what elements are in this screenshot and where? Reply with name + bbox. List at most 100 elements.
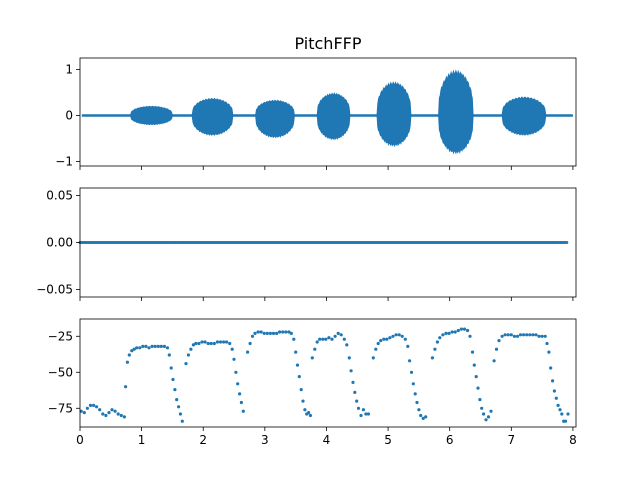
data-point [558, 408, 562, 412]
data-point [388, 336, 392, 340]
data-point [218, 340, 223, 344]
data-point [330, 337, 334, 341]
data-point [116, 412, 120, 416]
x-tick-label: 6 [446, 433, 454, 447]
waveform-segment [501, 96, 547, 136]
data-point [540, 334, 544, 338]
data-point [419, 413, 423, 418]
data-point [150, 344, 154, 348]
data-point [171, 377, 175, 382]
x-tick-label: 5 [384, 433, 392, 447]
data-point [486, 415, 491, 419]
data-point [497, 339, 501, 343]
data-point [295, 363, 300, 367]
data-point [353, 390, 357, 394]
data-point [537, 334, 541, 338]
data-point [135, 346, 139, 350]
data-point [191, 343, 195, 347]
data-point [512, 334, 517, 338]
data-point [500, 334, 504, 338]
data-point [318, 337, 322, 341]
data-point [180, 419, 184, 423]
data-point [406, 344, 410, 348]
data-point [347, 356, 351, 360]
data-point [265, 331, 269, 335]
x-tick-label: 7 [507, 433, 515, 447]
data-point [522, 333, 526, 337]
waveform-segment [316, 92, 351, 141]
data-point [167, 353, 171, 357]
data-point [349, 369, 353, 373]
waveform-axes: 1 0 −1 [55, 57, 577, 170]
data-point [366, 412, 370, 416]
x-tick-label: 0 [76, 433, 84, 447]
data-point [453, 330, 457, 334]
data-point [178, 412, 182, 416]
data-point [450, 330, 454, 334]
data-point [447, 331, 451, 335]
x-tick-label: 4 [323, 433, 331, 447]
data-point [456, 328, 460, 333]
y-tick-label: 0 [65, 108, 73, 122]
data-point [307, 411, 311, 415]
data-point [173, 388, 177, 392]
data-point [284, 330, 288, 334]
data-point [92, 403, 96, 407]
data-point [394, 333, 398, 337]
data-point [359, 413, 363, 418]
data-point [256, 330, 260, 334]
chart-title: PitchFFP [294, 34, 361, 53]
data-point [169, 366, 173, 370]
data-point [236, 382, 240, 386]
data-point [104, 413, 108, 418]
data-point [203, 340, 207, 344]
data-point [321, 337, 325, 341]
data-point [130, 349, 134, 353]
data-point [371, 356, 375, 360]
data-point [212, 341, 216, 346]
data-point [303, 408, 307, 412]
data-point [489, 409, 493, 413]
data-point [391, 334, 395, 338]
axes-frame [79, 318, 577, 428]
y-tick-label: −75 [48, 401, 73, 415]
data-point [113, 409, 117, 413]
data-point [268, 331, 272, 335]
data-point [374, 347, 378, 351]
data-point [566, 412, 570, 416]
data-point [299, 388, 303, 392]
x-tick-label: 1 [138, 433, 146, 447]
data-point [400, 334, 404, 338]
data-point [468, 334, 472, 338]
waveform-segment [438, 69, 474, 155]
data-point [547, 350, 551, 354]
data-point [409, 370, 414, 374]
y-tick-label: 1 [65, 62, 73, 76]
data-point [144, 344, 148, 348]
data-point [351, 380, 355, 384]
data-point [551, 379, 555, 383]
data-point [138, 346, 142, 350]
data-point [444, 331, 448, 335]
data-point [241, 409, 245, 413]
data-point [248, 341, 252, 346]
data-point [262, 331, 266, 335]
data-point [472, 363, 476, 367]
data-point [165, 346, 170, 350]
data-point [127, 353, 131, 357]
data-point [560, 412, 564, 416]
data-point [534, 333, 538, 337]
data-point [186, 353, 190, 357]
data-point [253, 331, 257, 335]
data-point [482, 412, 486, 416]
x-tick-label: 8 [569, 433, 577, 447]
data-point [411, 382, 415, 386]
waveform-segment [255, 99, 295, 139]
data-point [132, 347, 136, 351]
data-point [415, 400, 419, 405]
data-point [518, 333, 523, 337]
data-point [525, 333, 529, 337]
data-point [364, 412, 368, 416]
data-point [342, 337, 346, 341]
data-point [408, 359, 412, 363]
